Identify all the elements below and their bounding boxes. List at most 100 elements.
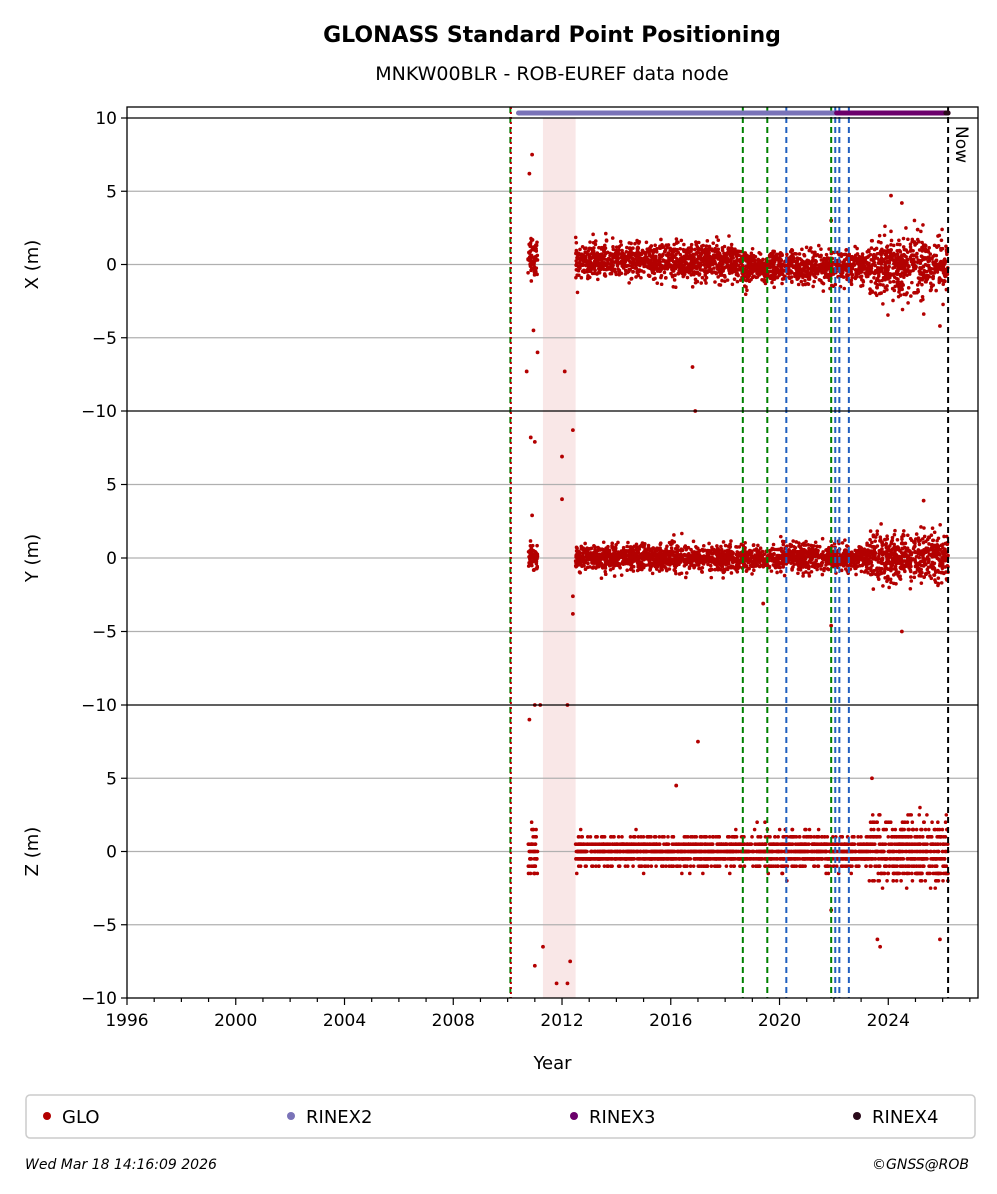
- data-point: [694, 240, 698, 244]
- data-point: [838, 553, 843, 557]
- data-point: [849, 266, 853, 270]
- data-point: [871, 587, 876, 591]
- data-point: [876, 270, 881, 275]
- data-point: [926, 565, 931, 570]
- data-point: [868, 252, 873, 257]
- data-point: [717, 566, 721, 571]
- data-point: [682, 249, 686, 254]
- data-point: [713, 270, 718, 275]
- data-point: [885, 272, 890, 277]
- data-point: [912, 291, 916, 295]
- data-point: [883, 224, 887, 229]
- data-point: [692, 272, 696, 277]
- data-point: [738, 278, 743, 282]
- data-point: [624, 560, 629, 565]
- data-point: [674, 557, 679, 562]
- data-point: [623, 263, 628, 268]
- data-point: [580, 258, 585, 262]
- data-point: [651, 263, 656, 268]
- data-point: [915, 251, 919, 256]
- data-point: [604, 231, 608, 236]
- data-point: [877, 233, 882, 238]
- data-point: [612, 562, 617, 567]
- data-point: [653, 563, 657, 567]
- data-point: [774, 253, 778, 257]
- data-point: [535, 566, 539, 571]
- data-point: [582, 246, 587, 251]
- data-point: [677, 262, 681, 267]
- data-point: [762, 261, 767, 265]
- data-point: [869, 238, 874, 243]
- data-point: [942, 257, 947, 261]
- data-point: [795, 269, 799, 274]
- data-point: [804, 245, 809, 250]
- data-point: [876, 240, 881, 244]
- data-point: [585, 252, 590, 256]
- data-point: [853, 276, 858, 281]
- data-point: [932, 530, 937, 535]
- data-point: [872, 276, 876, 280]
- data-point: [532, 248, 537, 252]
- data-point: [586, 249, 591, 253]
- data-point: [825, 268, 829, 272]
- data-point: [870, 290, 875, 294]
- data-point: [878, 282, 883, 287]
- data-point: [675, 550, 679, 555]
- data-point: [716, 238, 721, 243]
- data-point: [528, 548, 532, 553]
- data-point: [529, 259, 533, 264]
- data-point: [691, 555, 696, 559]
- data-point: [800, 247, 804, 252]
- data-point: [658, 542, 663, 547]
- data-point: [881, 302, 885, 306]
- data-point: [771, 556, 775, 560]
- data-point: [669, 258, 674, 262]
- data-point: [820, 270, 824, 274]
- data-point: [678, 269, 683, 273]
- data-point: [685, 553, 689, 558]
- data-point: [778, 272, 783, 276]
- data-point: [720, 564, 725, 569]
- data-point: [603, 572, 608, 576]
- data-point: [730, 554, 734, 559]
- data-point: [729, 539, 733, 543]
- data-point: [795, 263, 800, 268]
- data-point: [901, 253, 906, 258]
- data-point-outlier: [889, 193, 893, 198]
- data-point: [769, 569, 774, 573]
- data-point: [906, 286, 911, 290]
- data-point: [799, 279, 804, 284]
- data-point: [821, 281, 826, 286]
- data-point: [530, 552, 535, 557]
- data-point: [682, 545, 687, 550]
- data-point: [636, 257, 641, 261]
- data-point: [589, 268, 593, 272]
- data-point: [880, 278, 884, 283]
- data-point: [905, 250, 910, 254]
- series-glo-y: [526, 428, 950, 634]
- data-point: [729, 571, 734, 575]
- data-point: [781, 560, 786, 565]
- data-point: [578, 570, 583, 575]
- data-point: [602, 273, 607, 277]
- data-point: [897, 238, 901, 243]
- data-point: [618, 239, 623, 244]
- data-point: [844, 562, 849, 567]
- data-point: [745, 277, 750, 282]
- data-point: [912, 240, 917, 244]
- data-point: [900, 257, 905, 262]
- data-point: [781, 565, 786, 569]
- data-point: [862, 570, 867, 574]
- data-point: [574, 553, 579, 558]
- data-point: [812, 279, 816, 284]
- data-point: [680, 255, 685, 260]
- data-point: [876, 560, 881, 564]
- data-point: [692, 247, 697, 252]
- data-point: [664, 566, 668, 570]
- data-point: [626, 256, 631, 260]
- data-point: [782, 264, 787, 268]
- data-point: [794, 275, 798, 279]
- data-point: [880, 250, 885, 255]
- data-point: [574, 248, 579, 253]
- data-point: [840, 541, 845, 545]
